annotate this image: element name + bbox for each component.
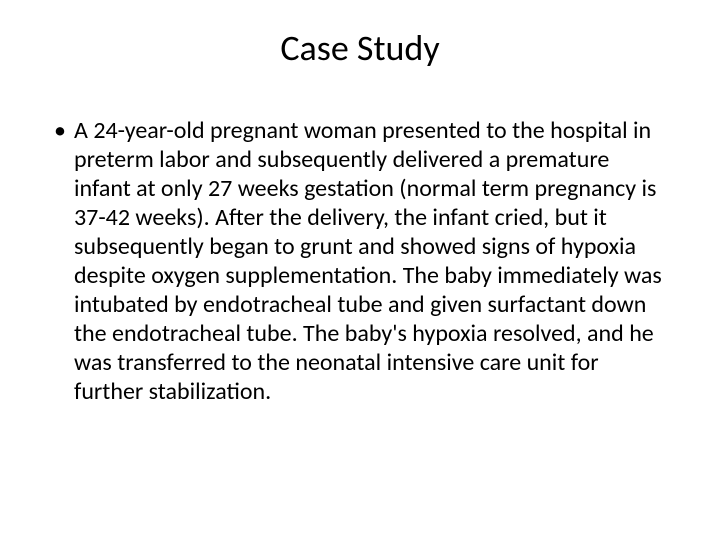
slide-body: • A 24-year-old pregnant woman presented… bbox=[54, 116, 670, 406]
bullet-text: A 24-year-old pregnant woman presented t… bbox=[74, 116, 670, 406]
slide-title: Case Study bbox=[0, 26, 720, 70]
bullet-marker: • bbox=[54, 116, 74, 146]
slide: Case Study • A 24-year-old pregnant woma… bbox=[0, 0, 720, 540]
bullet-item: • A 24-year-old pregnant woman presented… bbox=[54, 116, 670, 406]
